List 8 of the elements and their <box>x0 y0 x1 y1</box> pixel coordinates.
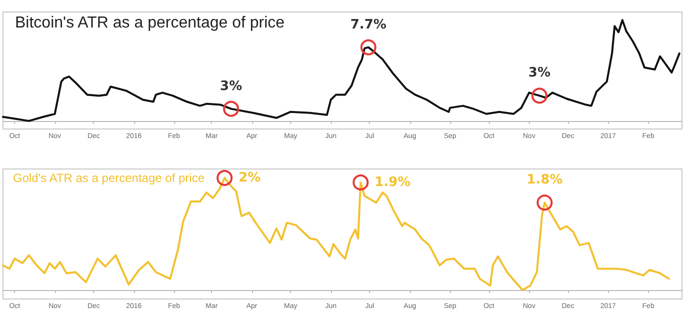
annotation: 1.9% <box>374 174 411 190</box>
annotation: 7.7% <box>350 17 386 32</box>
annotation: 3% <box>220 78 242 94</box>
chart-title: Bitcoin's ATR as a percentage of price <box>15 14 285 32</box>
annotation: 3% <box>528 66 550 81</box>
annotation: 1.8% <box>526 172 563 188</box>
chart-title: Gold's ATR as a percentage of price <box>13 171 205 185</box>
annotation: 2% <box>238 170 261 186</box>
